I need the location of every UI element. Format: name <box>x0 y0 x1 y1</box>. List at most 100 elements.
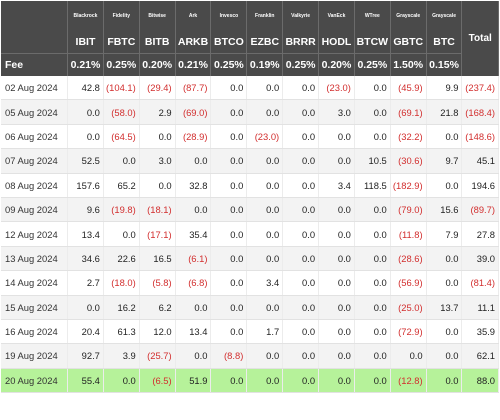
date-cell: 12 Aug 2024 <box>1 221 69 247</box>
table-row[interactable]: 14 Aug 2024 2.7 (18.0) (5.8) (6.8) 0.0 3.4 0.0 0… <box>1 270 499 296</box>
flow-cell: 0.0 <box>318 270 355 296</box>
fee-value: 0.20% <box>139 53 176 76</box>
flow-cell: 0.0 <box>354 99 391 125</box>
ticker-header[interactable]: BTCW <box>354 31 391 54</box>
flow-cell: (32.2) <box>390 124 427 150</box>
flow-cell: 42.8 <box>67 76 104 101</box>
flow-cell: 34.6 <box>67 246 104 272</box>
issuer-header: Bitwise <box>139 1 176 31</box>
flow-cell: 0.0 <box>282 221 320 247</box>
total-cell: (81.4) <box>461 270 499 296</box>
flow-cell: 0.0 <box>103 221 140 247</box>
table-row[interactable]: 06 Aug 2024 0.0 (64.5) 0.0 (28.9) 0.0 (23.0) 0.… <box>1 124 499 150</box>
fee-label: Fee <box>1 53 69 76</box>
ticker-header[interactable]: BITB <box>139 31 176 54</box>
flow-cell: 0.0 <box>318 221 355 247</box>
flow-cell: (17.1) <box>139 221 176 247</box>
flow-cell: (87.7) <box>175 76 212 101</box>
table-row[interactable]: 15 Aug 2024 0.0 16.2 6.2 0.0 0.0 0.0 0.0 0.0 0.0(… <box>1 295 499 320</box>
fee-value: 1.50% <box>390 53 427 76</box>
flow-cell: 3.9 <box>103 343 140 369</box>
ticker-header[interactable]: BTC <box>426 31 463 54</box>
flow-cell: (6.8) <box>175 270 212 296</box>
table-row[interactable]: 08 Aug 2024 157.6 65.2 0.0 32.8 0.0 0.0 0.0 3.4 1… <box>1 173 499 198</box>
flow-cell: 0.0 <box>103 148 140 174</box>
ticker-header[interactable]: EZBC <box>246 31 284 54</box>
date-cell: 07 Aug 2024 <box>1 148 69 174</box>
flow-cell: 0.0 <box>210 295 248 320</box>
flow-cell: 0.0 <box>210 99 248 125</box>
flow-cell: (23.0) <box>318 76 355 101</box>
ticker-header[interactable]: GBTC <box>390 31 427 54</box>
total-cell: (89.7) <box>461 197 499 223</box>
fee-value: 0.20% <box>318 53 355 76</box>
flow-cell: 55.4 <box>67 368 104 394</box>
flow-cell: 0.0 <box>282 99 320 125</box>
total-cell: (237.4) <box>461 76 499 101</box>
table-row[interactable]: 07 Aug 2024 52.5 0.0 3.0 0.0 0.0 0.0 0.0 0.0 10.5… <box>1 148 499 174</box>
flow-cell: 0.0 <box>426 173 463 198</box>
ticker-header[interactable]: BRRR <box>282 31 320 54</box>
flow-cell: 0.0 <box>318 368 355 394</box>
total-cell: 62.1 <box>461 343 499 369</box>
flow-cell: (6.1) <box>175 246 212 272</box>
flow-cell: 0.0 <box>426 246 463 272</box>
ticker-header[interactable]: ARKB <box>175 31 212 54</box>
flow-cell: (104.1) <box>103 76 140 101</box>
flow-cell: 0.0 <box>210 76 248 101</box>
flow-cell: 0.0 <box>103 368 140 394</box>
table-row[interactable]: 19 Aug 2024 92.7 3.9 (25.7) 0.0 (8.8) 0.0 0.0 0.… <box>1 343 499 369</box>
flow-cell: 0.0 <box>318 148 355 174</box>
table-row[interactable]: 20 Aug 2024 55.4 0.0 (6.5) 51.9 0.0 0.0 0.0 0.0 0… <box>1 368 499 394</box>
fee-value: 0.21% <box>67 53 104 76</box>
flow-cell: 0.0 <box>210 270 248 296</box>
issuer-header: Fidelity <box>103 1 140 31</box>
issuer-header: Ark <box>175 1 212 31</box>
flow-cell: 0.0 <box>246 148 284 174</box>
flow-cell: (25.0) <box>390 295 427 320</box>
ticker-header[interactable]: BTCO <box>210 31 248 54</box>
flow-cell: 0.0 <box>390 343 427 369</box>
flow-cell: 0.0 <box>246 343 284 369</box>
table-row[interactable]: 13 Aug 2024 34.6 22.6 16.5 (6.1) 0.0 0.0 0.0 0.0… <box>1 246 499 272</box>
flow-cell: 0.0 <box>282 368 320 394</box>
ticker-header[interactable]: FBTC <box>103 31 140 54</box>
table-row[interactable]: 02 Aug 2024 42.8 (104.1) (29.4) (87.7) 0.0 0.0… <box>1 76 499 101</box>
flow-cell: 0.0 <box>246 173 284 198</box>
flow-cell: (45.9) <box>390 76 427 101</box>
total-cell: 39.0 <box>461 246 499 272</box>
ticker-header[interactable]: HODL <box>318 31 355 54</box>
issuer-header-row: Blackrock Fidelity Bitwise Ark Invesco Frankl… <box>1 1 499 76</box>
table-row[interactable]: 12 Aug 2024 13.4 0.0 (17.1) 35.4 0.0 0.0 0.0 0.0… <box>1 221 499 247</box>
flow-cell: (69.1) <box>390 99 427 125</box>
table-row[interactable]: 16 Aug 2024 20.4 61.3 12.0 13.4 0.0 1.7 0.0 0.0 0… <box>1 319 499 345</box>
total-header[interactable]: Total <box>461 1 499 76</box>
flow-cell: 16.5 <box>139 246 176 272</box>
flow-cell: 0.0 <box>282 343 320 369</box>
issuer-header: Invesco <box>210 1 248 31</box>
flow-cell: 0.0 <box>354 246 391 272</box>
flow-cell: (28.6) <box>390 246 427 272</box>
date-cell: 19 Aug 2024 <box>1 343 69 369</box>
flow-cell: 9.9 <box>426 76 463 101</box>
flow-cell: 22.6 <box>103 246 140 272</box>
ticker-header[interactable]: IBIT <box>67 31 104 54</box>
table-row[interactable]: 09 Aug 2024 9.6 (19.8) (18.1) 0.0 0.0 0.0 0.0 0.… <box>1 197 499 223</box>
issuer-header: Grayscale <box>390 1 427 31</box>
flow-cell: 0.0 <box>210 173 248 198</box>
table-row[interactable]: 05 Aug 2024 0.0 (58.0) 2.9 (69.0) 0.0 0.0 0.0 3.… <box>1 99 499 125</box>
flow-cell: 0.0 <box>175 295 212 320</box>
flow-cell: 0.0 <box>210 368 248 394</box>
flow-cell: (56.9) <box>390 270 427 296</box>
flow-cell: 0.0 <box>282 197 320 223</box>
flow-cell: 0.0 <box>246 295 284 320</box>
flow-cell: 118.5 <box>354 173 391 198</box>
flow-cell: 0.0 <box>139 173 176 198</box>
flow-cell: 0.0 <box>67 99 104 125</box>
flow-cell: (25.7) <box>139 343 176 369</box>
flow-cell: 10.5 <box>354 148 391 174</box>
issuer-header: WTree <box>354 1 391 31</box>
total-cell: (148.6) <box>461 124 499 150</box>
flow-cell: 3.0 <box>139 148 176 174</box>
